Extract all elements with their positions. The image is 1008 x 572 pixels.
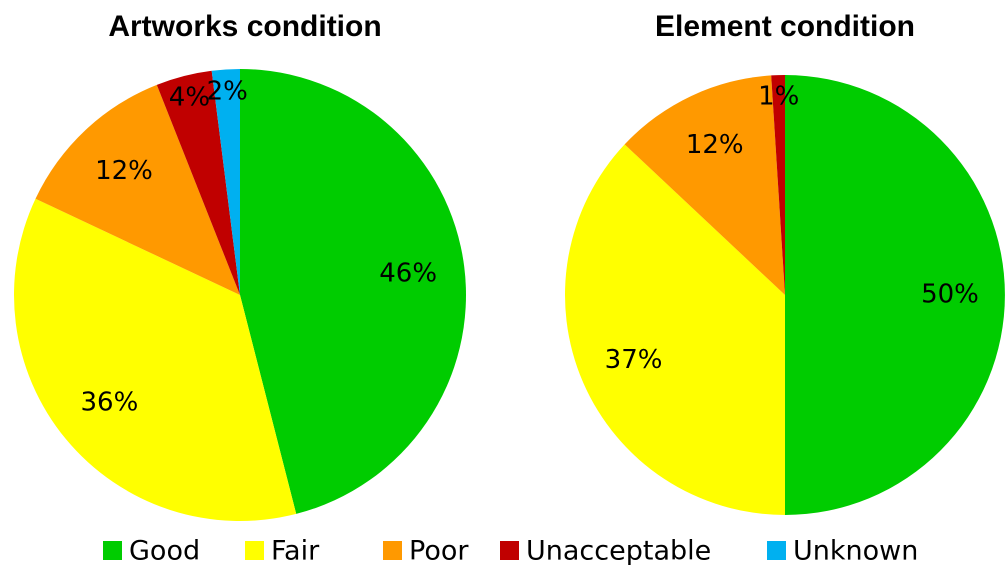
legend-swatch [383,541,402,560]
pie-slice [771,75,785,295]
legend-label: Poor [409,536,469,567]
legend-label: Unacceptable [526,536,711,567]
pie-slice [211,69,240,295]
pie-slice [785,75,1005,515]
legend-swatch [245,541,264,560]
chart-title: Artworks condition [108,10,381,43]
data-label: 37% [605,345,663,375]
chart-title: Element condition [655,10,915,43]
data-label: 46% [379,258,437,288]
data-label: 36% [80,388,138,418]
legend-label: Good [129,536,200,567]
legend-label: Unknown [793,536,918,567]
pie-slice [240,69,466,514]
data-label: 12% [686,130,744,160]
pie-slice [13,198,297,522]
legend-swatch [767,541,786,560]
data-label: 50% [921,280,979,310]
legend-label: Fair [271,536,320,567]
data-label: 12% [95,156,153,186]
pie-slice [565,144,785,515]
pie-slice [624,75,785,296]
pie-slice [35,84,240,295]
pie-slice [156,70,240,295]
data-label: 4% [169,82,210,112]
data-label: 2% [207,77,248,107]
data-label: 1% [758,82,799,112]
legend-swatch [103,541,122,560]
legend-swatch [500,541,519,560]
